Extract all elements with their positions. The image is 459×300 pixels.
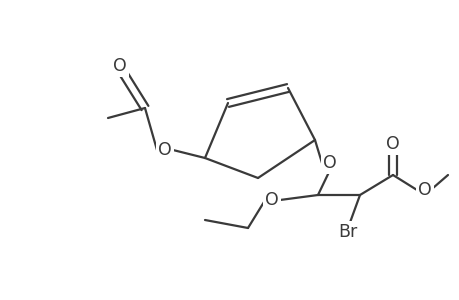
Text: Br: Br [338, 223, 357, 241]
Text: O: O [158, 141, 172, 159]
Text: O: O [417, 181, 431, 199]
Text: O: O [264, 191, 278, 209]
Text: O: O [322, 154, 336, 172]
Text: O: O [385, 135, 399, 153]
Text: O: O [113, 57, 127, 75]
